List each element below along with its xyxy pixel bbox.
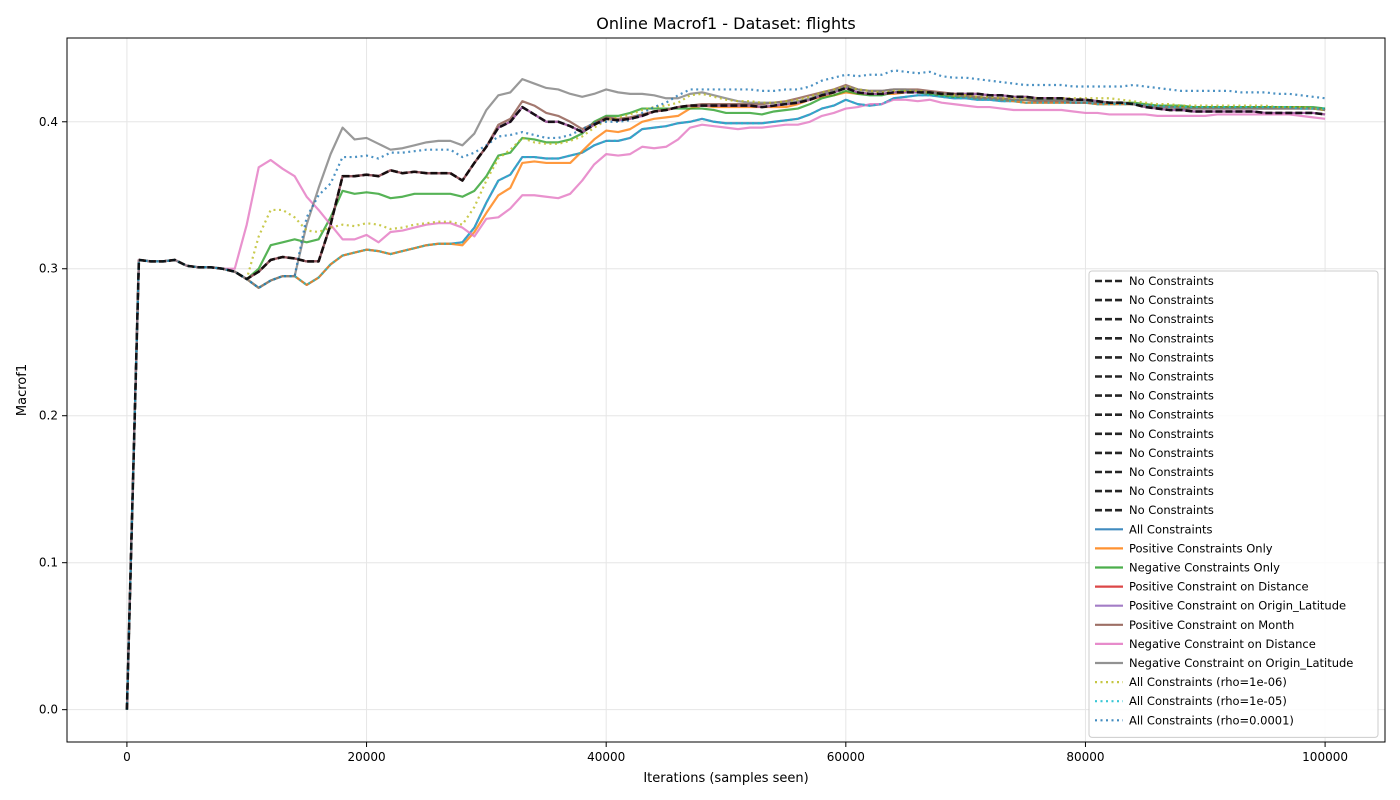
x-tick-label: 80000 [1066,750,1104,764]
legend-label: No Constraints [1129,274,1214,288]
legend-label: All Constraints [1129,522,1213,536]
legend-label: No Constraints [1129,312,1214,326]
legend-label: No Constraints [1129,389,1214,403]
y-axis: 0.0 0.1 0.2 0.3 0.4 [39,115,67,717]
legend-label: Positive Constraints Only [1129,541,1273,555]
legend-label: No Constraints [1129,293,1214,307]
legend-label: All Constraints (rho=0.0001) [1129,713,1294,727]
legend: No Constraints No Constraints No Constrain… [1088,270,1379,738]
legend-label: All Constraints (rho=1e-06) [1129,675,1287,689]
x-axis-label: Iterations (samples seen) [643,771,808,786]
chart-title: Online Macrof1 - Dataset: flights [596,14,855,33]
legend-label: No Constraints [1129,484,1214,498]
legend-label: Negative Constraints Only [1129,561,1280,575]
legend-label: No Constraints [1129,446,1214,460]
y-axis-label: Macrof1 [15,364,30,416]
x-axis: 0 20000 40000 60000 80000 100000 [123,742,1348,764]
legend-label: All Constraints (rho=1e-05) [1129,694,1287,708]
legend-label: No Constraints [1129,465,1214,479]
series-line-21 [125,85,1326,710]
plot-frame [66,37,1386,743]
series-line-22 [125,94,1326,710]
legend-label: Negative Constraint on Origin_Latitude [1129,656,1353,670]
legend-label: Positive Constraint on Distance [1129,580,1309,594]
y-tick-label: 0.4 [39,115,58,129]
series-line-0 [125,86,1326,710]
legend-label: No Constraints [1129,350,1214,364]
x-tick-label: 20000 [347,750,385,764]
plot-lines [125,69,1326,710]
legend-label: Positive Constraint on Origin_Latitude [1129,599,1346,613]
y-tick-label: 0.1 [39,556,58,570]
legend-label: No Constraints [1129,370,1214,384]
y-tick-label: 0.0 [39,703,58,717]
legend-label: No Constraints [1129,427,1214,441]
series-line-19 [125,98,1326,710]
x-tick-label: 0 [123,750,131,764]
legend-label: No Constraints [1129,331,1214,345]
legend-label: No Constraints [1129,503,1214,517]
y-tick-label: 0.2 [39,409,58,423]
y-tick-label: 0.3 [39,262,58,276]
legend-label: No Constraints [1129,408,1214,422]
x-tick-label: 40000 [587,750,625,764]
x-tick-label: 60000 [827,750,865,764]
legend-label: Negative Constraint on Distance [1129,637,1316,651]
x-tick-label: 100000 [1302,750,1348,764]
legend-label: Positive Constraint on Month [1129,618,1294,632]
legend-box [1088,270,1379,738]
